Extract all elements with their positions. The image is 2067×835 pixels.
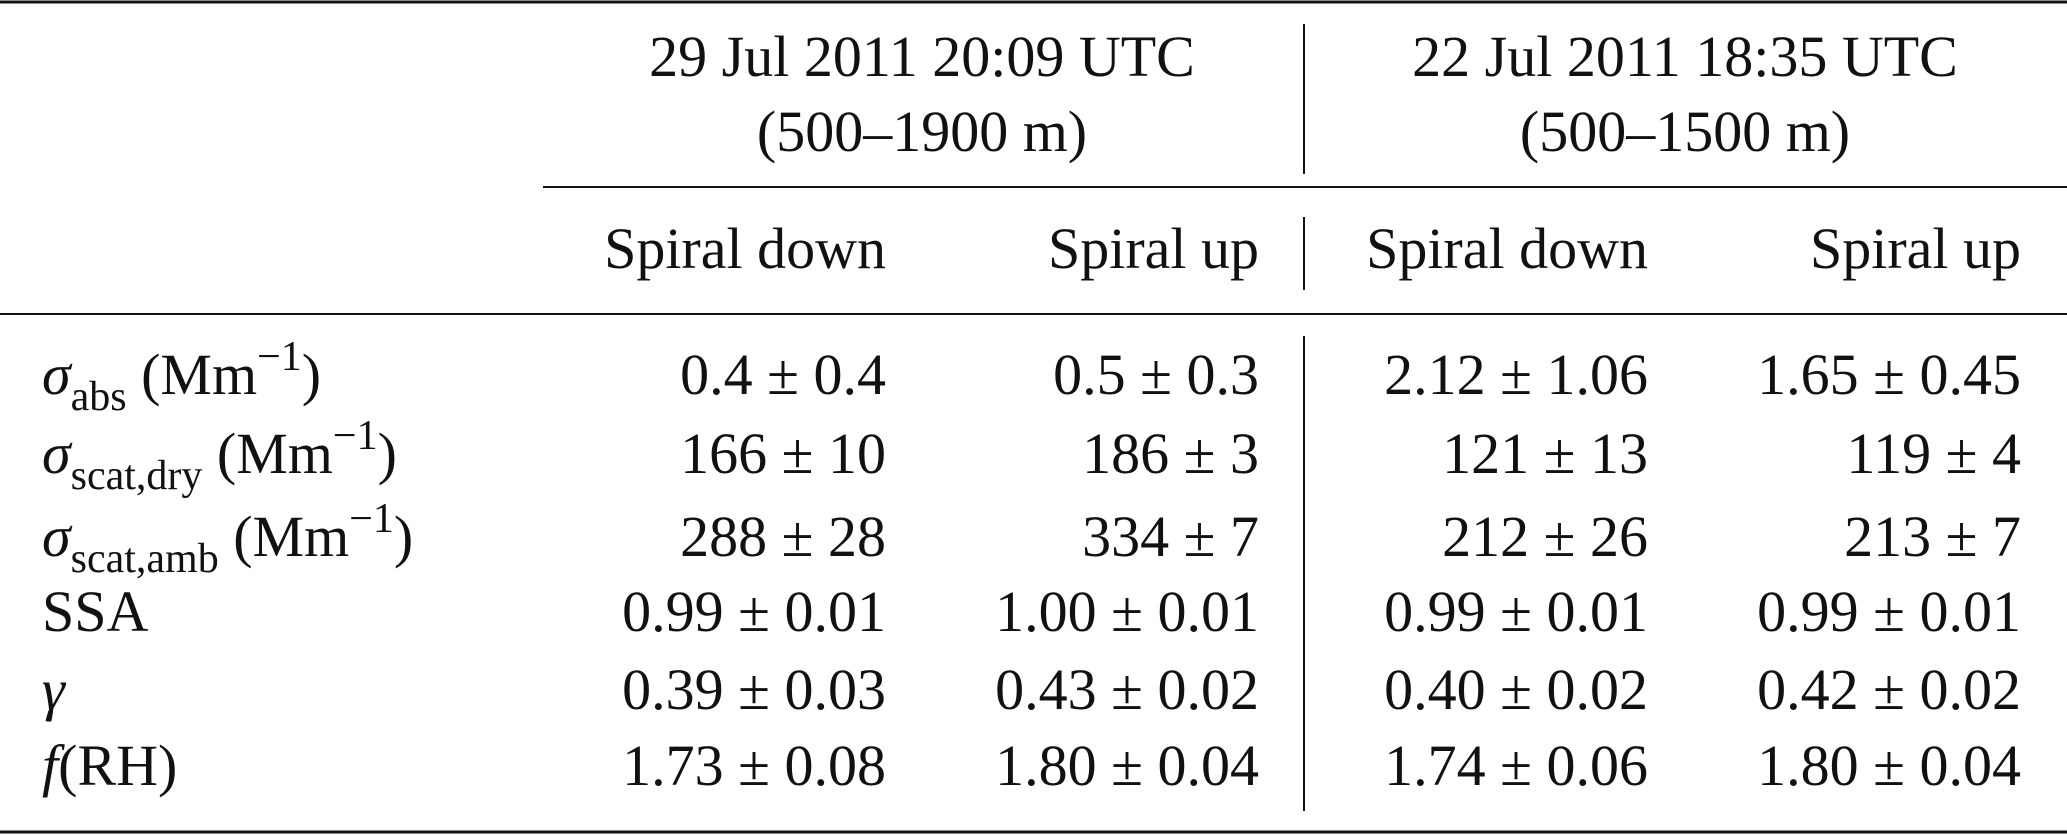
- row-label: σscat,amb (Mm−1): [42, 496, 413, 582]
- label-part: ): [302, 342, 321, 407]
- cell: 288 ± 28: [680, 504, 886, 569]
- label-part: −1: [257, 334, 302, 380]
- cell: 334 ± 7: [1082, 504, 1259, 569]
- cell: 1.65 ± 0.45: [1757, 342, 2021, 407]
- group-title: 22 Jul 2011 18:35 UTC: [1412, 24, 1958, 89]
- label-part: (Mm: [127, 342, 258, 407]
- group-range: (500–1900 m): [757, 99, 1087, 164]
- label-part: (Mm: [219, 504, 350, 569]
- cell: 0.39 ± 0.03: [622, 657, 886, 722]
- cell: 0.4 ± 0.4: [680, 342, 886, 407]
- cell: 1.74 ± 0.06: [1384, 733, 1648, 798]
- cell: 186 ± 3: [1082, 421, 1259, 486]
- cell: 121 ± 13: [1442, 421, 1648, 486]
- label-part: σ: [42, 504, 73, 569]
- label-part: −1: [333, 413, 378, 459]
- row-label: γ: [42, 657, 67, 722]
- label-part: abs: [71, 374, 127, 420]
- label-part: SSA: [42, 579, 149, 644]
- cell: 1.73 ± 0.08: [622, 733, 886, 798]
- row-label: SSA: [42, 579, 149, 644]
- label-part: (RH): [58, 733, 177, 798]
- row-label: σscat,dry (Mm−1): [42, 413, 397, 499]
- row-label: σabs (Mm−1): [42, 334, 321, 420]
- cell: 0.99 ± 0.01: [622, 579, 886, 644]
- label-part: (Mm: [202, 421, 333, 486]
- cell: 1.80 ± 0.04: [995, 733, 1259, 798]
- label-part: scat,dry: [71, 453, 203, 499]
- cell: 0.40 ± 0.02: [1384, 657, 1648, 722]
- cell: 212 ± 26: [1442, 504, 1648, 569]
- cell: 1.80 ± 0.04: [1757, 733, 2021, 798]
- group-title: 29 Jul 2011 20:09 UTC: [649, 24, 1195, 89]
- label-part: σ: [42, 421, 73, 486]
- label-part: scat,amb: [71, 536, 219, 582]
- label-part: −1: [349, 496, 394, 542]
- cell: 213 ± 7: [1844, 504, 2021, 569]
- cell: 0.5 ± 0.3: [1053, 342, 1259, 407]
- column-header: Spiral up: [1048, 216, 1259, 281]
- cell: 0.42 ± 0.02: [1757, 657, 2021, 722]
- cell: 119 ± 4: [1846, 421, 2021, 486]
- row-label: f(RH): [42, 733, 177, 798]
- column-header: Spiral down: [1366, 216, 1648, 281]
- cell: 166 ± 10: [680, 421, 886, 486]
- label-part: σ: [42, 342, 73, 407]
- label-part: ): [378, 421, 397, 486]
- cell: 0.43 ± 0.02: [995, 657, 1259, 722]
- cell: 2.12 ± 1.06: [1384, 342, 1648, 407]
- label-part: γ: [42, 657, 67, 722]
- label-part: ): [394, 504, 413, 569]
- column-header: Spiral down: [604, 216, 886, 281]
- cell: 1.00 ± 0.01: [995, 579, 1259, 644]
- column-header: Spiral up: [1810, 216, 2021, 281]
- cell: 0.99 ± 0.01: [1757, 579, 2021, 644]
- group-range: (500–1500 m): [1520, 99, 1850, 164]
- cell: 0.99 ± 0.01: [1384, 579, 1648, 644]
